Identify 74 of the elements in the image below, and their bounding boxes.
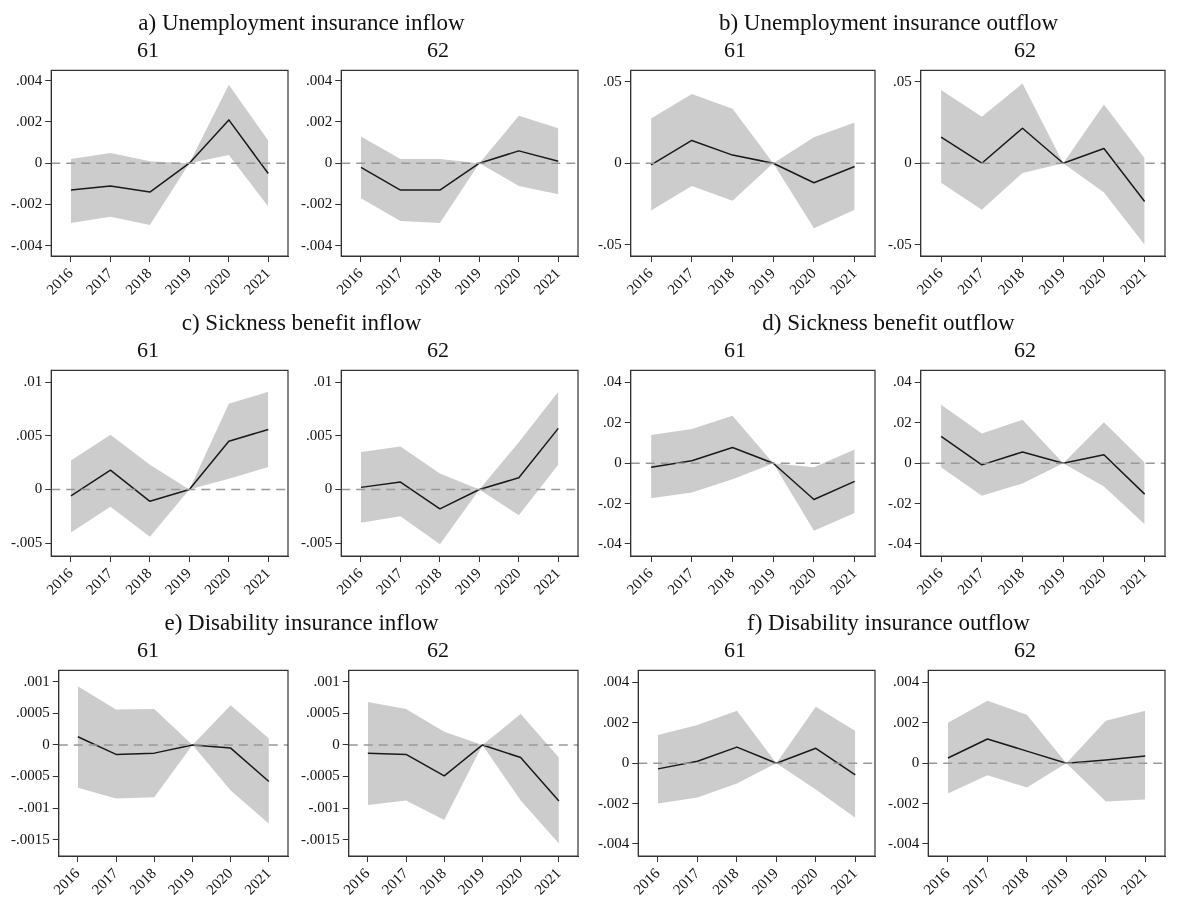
chart-subtitle: 62 xyxy=(1014,36,1036,62)
y-tick-label: .004 xyxy=(306,71,333,88)
chart-subtitle: 62 xyxy=(1014,336,1036,362)
y-tick-label: -.0015 xyxy=(301,830,340,847)
y-tick-label: .05 xyxy=(893,72,912,89)
y-tick-label: -.004 xyxy=(888,834,920,851)
chart-title: e) Disability insurance inflow xyxy=(163,609,440,637)
y-tick-label: .005 xyxy=(306,426,333,443)
y-tick-label: -.002 xyxy=(598,794,630,811)
y-tick-label: .001 xyxy=(23,672,50,689)
y-tick-label: -.001 xyxy=(308,799,340,815)
y-tick-label: 0 xyxy=(324,480,333,497)
y-tick-label: 0 xyxy=(34,480,43,497)
y-tick-label: .04 xyxy=(603,373,623,390)
y-tick-label: -.0005 xyxy=(301,767,340,784)
chart-subtitle: 62 xyxy=(427,36,449,62)
y-tick-label: -.0015 xyxy=(11,830,50,847)
y-tick-label: .0005 xyxy=(306,704,340,721)
y-tick-label: -.004 xyxy=(301,236,333,253)
y-tick-label: -.04 xyxy=(888,534,913,551)
chart-title: b) Unemployment insurance outflow xyxy=(717,9,1060,37)
y-tick-label: .005 xyxy=(16,426,43,443)
y-tick-label: 0 xyxy=(42,735,50,752)
y-tick-label: .002 xyxy=(603,713,630,730)
y-tick-label: -.005 xyxy=(11,534,43,551)
y-tick-label: 0 xyxy=(614,154,622,171)
y-tick-label: .002 xyxy=(893,713,920,730)
y-tick-label: .05 xyxy=(603,72,622,89)
y-tick-label: 0 xyxy=(904,154,912,171)
chart-subtitle: 61 xyxy=(137,636,159,662)
chart-title: d) Sickness benefit outflow xyxy=(761,309,1016,337)
y-tick-label: .004 xyxy=(16,71,43,88)
y-tick-label: -.0005 xyxy=(11,767,50,784)
y-tick-label: .04 xyxy=(893,373,913,390)
y-tick-label: -.05 xyxy=(598,235,622,252)
y-tick-label: -.002 xyxy=(11,195,43,212)
y-tick-label: -.004 xyxy=(598,834,630,851)
y-tick-label: -.005 xyxy=(301,534,333,551)
y-tick-label: .004 xyxy=(603,673,630,690)
y-tick-label: 0 xyxy=(904,454,912,471)
chart-title: a) Unemployment insurance inflow xyxy=(137,9,466,37)
chart-title: c) Sickness benefit inflow xyxy=(180,309,423,337)
y-tick-label: -.02 xyxy=(598,494,622,511)
y-tick-label: -.002 xyxy=(888,794,920,811)
y-tick-label: .002 xyxy=(306,112,333,129)
y-tick-label: -.02 xyxy=(888,494,912,511)
chart-subtitle: 62 xyxy=(427,636,449,662)
chart-subtitle: 61 xyxy=(724,36,746,62)
chart-subtitle: 61 xyxy=(137,36,159,62)
y-tick-label: .002 xyxy=(16,112,43,129)
y-tick-label: .02 xyxy=(603,413,622,430)
y-tick-label: .01 xyxy=(313,373,333,390)
y-tick-label: 0 xyxy=(621,754,630,771)
chart-title: f) Disability insurance outflow xyxy=(746,609,1031,637)
chart-subtitle: 61 xyxy=(724,636,746,662)
chart-subtitle: 62 xyxy=(427,336,449,362)
y-tick-label: -.001 xyxy=(18,799,50,815)
y-tick-label: -.004 xyxy=(11,236,43,253)
y-tick-label: 0 xyxy=(34,154,43,171)
y-tick-label: 0 xyxy=(614,454,622,471)
y-tick-label: 0 xyxy=(324,154,333,171)
y-tick-label: .02 xyxy=(893,413,912,430)
chart-subtitle: 61 xyxy=(137,336,159,362)
y-tick-label: .001 xyxy=(313,672,340,689)
y-tick-label: 0 xyxy=(332,735,340,752)
y-tick-label: .0005 xyxy=(16,704,50,721)
y-tick-label: -.002 xyxy=(301,195,333,212)
y-tick-label: -.05 xyxy=(888,235,912,252)
chart-subtitle: 61 xyxy=(724,336,746,362)
y-tick-label: .004 xyxy=(893,673,920,690)
chart-subtitle: 62 xyxy=(1014,636,1036,662)
y-tick-label: 0 xyxy=(911,754,920,771)
y-tick-label: -.04 xyxy=(598,534,623,551)
y-tick-label: .01 xyxy=(23,373,43,390)
